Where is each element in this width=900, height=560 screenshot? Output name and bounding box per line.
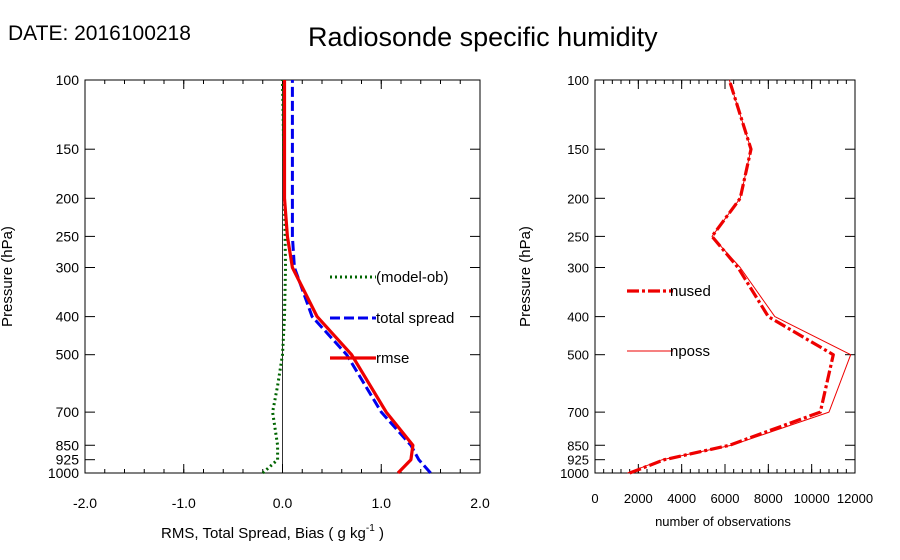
- left-y-tick-label: 300: [56, 260, 80, 276]
- legend-label: total spread: [376, 310, 454, 327]
- right-x-tick-label: 2000: [624, 491, 653, 506]
- series-line-rmse: [282, 80, 415, 475]
- left-y-tick-label: 850: [56, 437, 80, 453]
- left-x-axis-title: RMS, Total Spread, Bias ( g kg-1 ): [161, 523, 384, 542]
- chart-title: Radiosonde specific humidity: [308, 22, 658, 52]
- legend-label: nused: [670, 283, 711, 300]
- date-label: DATE: 2016100218: [8, 22, 191, 45]
- left-x-tick-label: -2.0: [73, 495, 97, 511]
- left-y-tick-label: 1000: [48, 465, 79, 481]
- series-line-nused: [629, 79, 835, 475]
- left-y-tick-label: 700: [56, 404, 80, 420]
- left-y-tick-label: 500: [56, 347, 80, 363]
- right-y-tick-label: 250: [567, 229, 589, 244]
- legend-label: nposs: [670, 343, 710, 360]
- legend-label: rmse: [376, 350, 409, 367]
- series-line-nposs: [627, 79, 852, 474]
- right-y-axis-title: Pressure (hPa): [517, 226, 534, 327]
- left-x-tick-label: 2.0: [470, 495, 490, 511]
- right-x-tick-label: 10000: [794, 491, 830, 506]
- right-y-tick-label: 300: [567, 261, 589, 276]
- right-y-tick-label: 400: [567, 310, 589, 325]
- right-y-tick-label: 700: [567, 405, 589, 420]
- left-x-tick-label: -1.0: [172, 495, 196, 511]
- right-y-tick-label: 100: [567, 73, 589, 88]
- right-x-tick-label: 8000: [754, 491, 783, 506]
- right-x-axis-title: number of observations: [655, 514, 791, 529]
- right-y-tick-label: 150: [567, 142, 589, 157]
- left-y-tick-label: 200: [56, 190, 80, 206]
- left-y-axis-title: Pressure (hPa): [0, 226, 16, 327]
- right-x-tick-label: 0: [591, 491, 598, 506]
- right-y-tick-label: 1000: [560, 466, 589, 481]
- left-x-tick-label: 0.0: [273, 495, 293, 511]
- right-y-tick-label: 200: [567, 191, 589, 206]
- right-x-tick-label: 6000: [711, 491, 740, 506]
- left-x-tick-label: 1.0: [372, 495, 392, 511]
- legend-label: (model-ob): [376, 269, 449, 286]
- right-y-tick-label: 500: [567, 348, 589, 363]
- left-y-tick-label: 250: [56, 228, 80, 244]
- right-y-tick-label: 925: [567, 453, 589, 468]
- left-y-tick-label: 150: [56, 141, 80, 157]
- series-line-model-ob: [261, 79, 287, 475]
- left-y-tick-label: 925: [56, 452, 80, 468]
- right-y-tick-label: 850: [567, 438, 589, 453]
- left-y-tick-label: 400: [56, 309, 80, 325]
- right-x-tick-label: 12000: [837, 491, 873, 506]
- right-x-tick-label: 4000: [667, 491, 696, 506]
- left-y-tick-label: 100: [56, 72, 80, 88]
